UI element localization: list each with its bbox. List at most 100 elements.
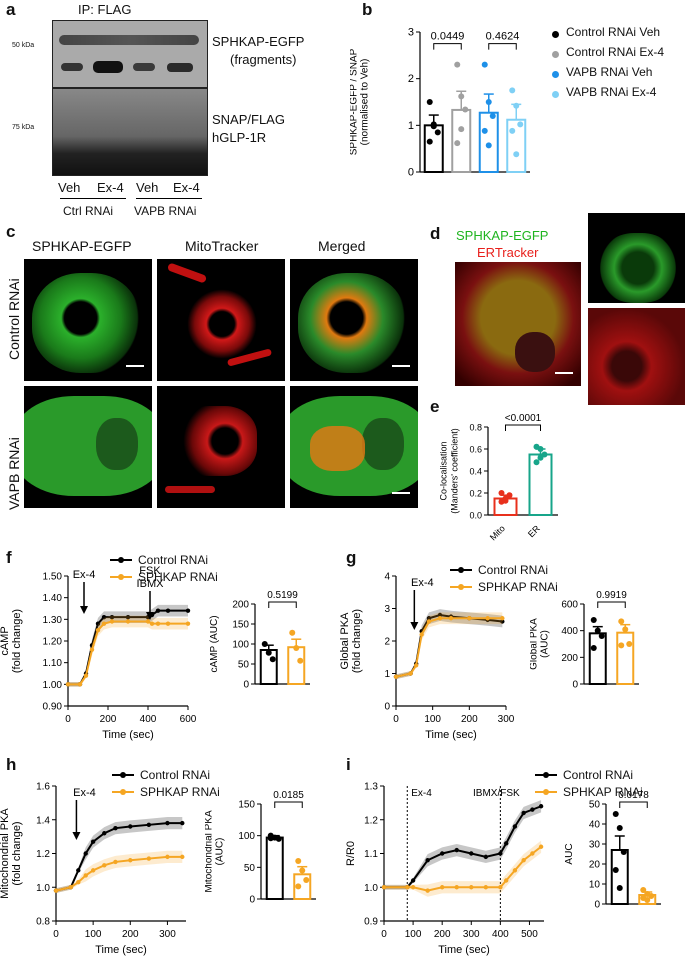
group-bracket: [60, 198, 126, 199]
data-point: [408, 671, 413, 676]
legend-label: Control RNAi Ex-4: [566, 45, 665, 59]
blot-bottom-label-2: hGLP-1R: [212, 130, 267, 145]
p-value: 0.0185: [273, 790, 304, 801]
significance-bracket: [274, 801, 303, 808]
micro-d-title-red: ERTracker: [477, 245, 539, 260]
chart-b: 0 1 2 3 SPHKAP-EGFP / SNAP(normalised to Veh…: [350, 27, 530, 179]
data-point: [616, 825, 623, 831]
p-value: 0.0449: [431, 31, 465, 43]
data-point: [149, 621, 155, 626]
data-point: [467, 616, 472, 621]
legend-label: VAPB RNAi Veh: [566, 65, 653, 79]
y-tick-label: 2: [408, 73, 414, 85]
data-point: [644, 897, 651, 903]
error-band: [56, 850, 183, 894]
data-point: [648, 893, 655, 899]
data-point: [90, 839, 96, 844]
data-point: [128, 824, 133, 829]
data-point: [513, 151, 520, 158]
data-point: [594, 627, 601, 634]
y-tick-label: 1.2: [36, 849, 50, 860]
chart-g-bar: 0 200 400 600 Global PKA(AUC) 0.9919: [530, 590, 639, 691]
data-point: [180, 820, 185, 826]
data-point: [485, 99, 492, 105]
data-point: [185, 621, 191, 626]
legend-i-markers: [535, 772, 557, 795]
data-point: [419, 632, 424, 637]
y-tick-label: 600: [561, 600, 578, 611]
x-tick-label: 200: [100, 714, 117, 725]
p-value: 0.0178: [618, 790, 649, 801]
y-tick-label: 20: [589, 860, 601, 871]
chart-f-bar: 0 50 100 150 200 cAMP (AUC) 0.5199: [209, 590, 310, 691]
panel-letter-i: i: [346, 755, 351, 774]
annotation-text: FSK: [139, 565, 161, 577]
data-point: [95, 627, 101, 633]
data-point: [146, 822, 152, 828]
data-point: [165, 820, 170, 826]
y-tick-label: 0: [594, 900, 600, 911]
group-label: VAPB RNAi: [134, 204, 197, 218]
data-point: [538, 804, 544, 809]
p-value: 0.5199: [267, 590, 298, 601]
data-point: [109, 619, 115, 624]
data-point: [269, 656, 276, 663]
legend-marker: [552, 91, 559, 98]
micro-vapb-sphkap: [24, 386, 152, 508]
x-tick-label: 600: [180, 714, 197, 725]
x-tick-label: 0: [393, 714, 399, 725]
data-point: [76, 868, 81, 873]
data-point: [537, 446, 544, 452]
data-point: [521, 810, 526, 816]
data-point: [483, 885, 489, 890]
legend-label: SPHKAP RNAi: [140, 785, 220, 799]
error-band: [396, 612, 503, 680]
y-tick-label: 1.1: [364, 849, 378, 860]
y-axis-label: SPHKAP-EGFP / SNAP(normalised to Veh): [350, 48, 371, 155]
data-point: [128, 858, 133, 863]
y-tick-label: 0.2: [469, 489, 482, 499]
data-point: [512, 824, 518, 829]
y-tick-label: 0: [243, 680, 249, 691]
data-point: [65, 682, 71, 687]
y-axis-label: R/R0: [345, 841, 357, 866]
data-point: [481, 61, 488, 68]
bar: [506, 118, 527, 173]
legend-label: VAPB RNAi Ex-4: [566, 85, 657, 99]
y-tick-label: 1.4: [36, 815, 50, 826]
legend-label: SPHKAP RNAi: [138, 570, 218, 584]
data-point: [622, 626, 629, 633]
micro-d-red: [588, 308, 685, 405]
annotation-text: IBMX/FSK: [473, 788, 520, 799]
y-tick-label: 0.9: [364, 917, 378, 928]
data-point: [426, 616, 432, 621]
y-tick-label: 1.2: [364, 815, 378, 826]
p-value: 0.9919: [596, 590, 627, 601]
micro-col-title: MitoTracker: [185, 238, 259, 254]
data-point: [109, 614, 115, 620]
data-point: [469, 885, 474, 890]
data-point: [295, 858, 302, 864]
data-point: [485, 616, 490, 621]
kda-50-label: 50 kDa: [12, 42, 35, 49]
group-bracket: [136, 198, 202, 199]
bar: [478, 111, 499, 173]
data-point: [90, 868, 96, 873]
annotation-text: Ex-4: [411, 788, 432, 799]
x-tick-label: 200: [461, 714, 478, 725]
x-tick-label: 0: [65, 714, 71, 725]
data-point: [293, 645, 300, 651]
annotation-text: IBMX: [137, 578, 165, 590]
chart-g-line: 0 1 2 3 4 0 100 200 300 Time (sec) Global PKA(fold…: [340, 572, 515, 742]
panel-letter-e: e: [430, 397, 440, 416]
x-axis-label: Time (sec): [102, 729, 154, 741]
chart-i-bar: 0 10 20 30 40 50 AUC 0.0178: [564, 790, 661, 911]
data-point: [517, 121, 524, 128]
y-tick-label: 1.50: [43, 572, 63, 583]
data-point: [113, 859, 118, 865]
data-point: [498, 851, 503, 856]
data-point: [95, 621, 101, 626]
data-point: [533, 459, 540, 466]
kda-75-label: 75 kDa: [12, 124, 35, 131]
data-point: [426, 138, 433, 145]
